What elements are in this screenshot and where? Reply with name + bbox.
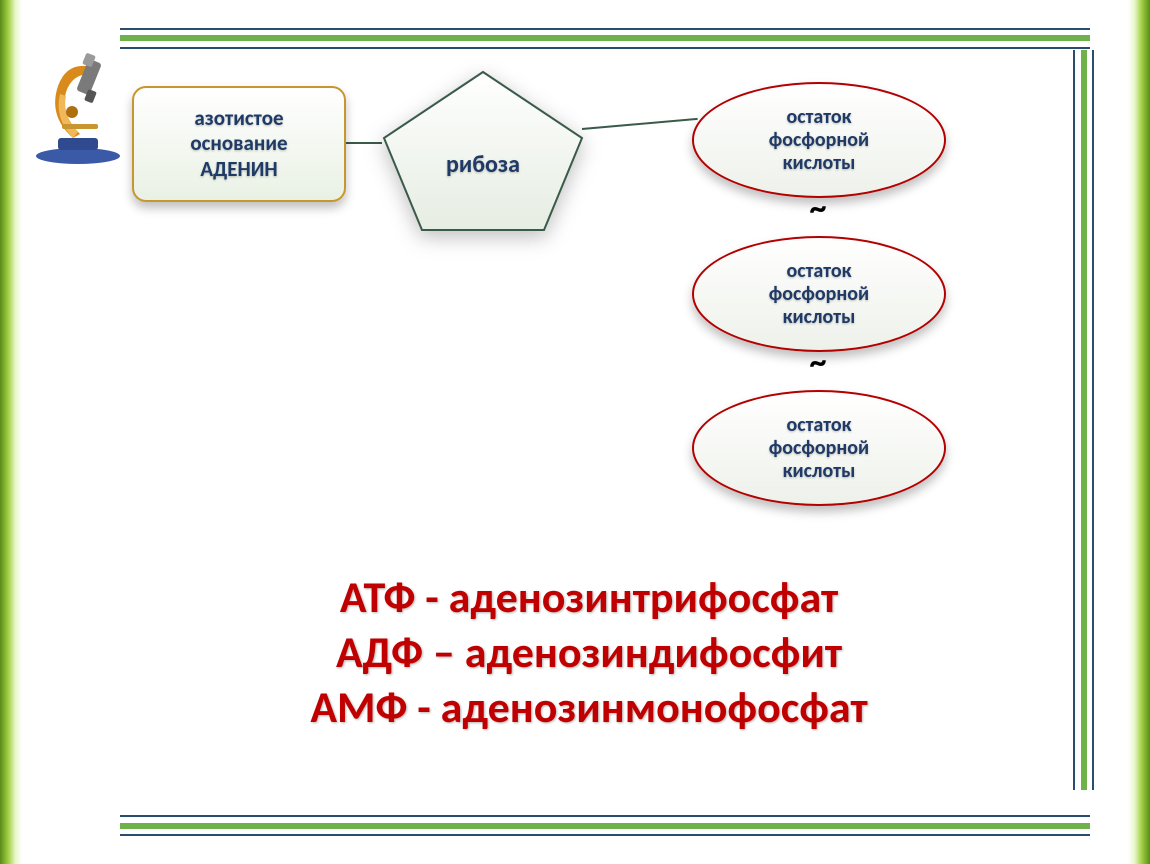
adenine-line1: азотистое [194,105,283,131]
phosphate-node-3: остатокфосфорнойкислоты [692,390,946,506]
frame-right-lines [1068,50,1094,790]
legend-line: АТФ - аденозинтрифосфат [118,570,1060,625]
ribose-label: рибоза [378,150,588,179]
phosphate-node-2: остатокфосфорнойкислоты [692,236,946,352]
ribose-node: рибоза [378,66,588,236]
microscope-icon [28,46,128,166]
connector-line [342,142,382,144]
legend-line: АМФ - аденозинмонофосфат [118,680,1060,735]
frame-top-lines [120,28,1090,58]
connector-line [582,118,698,130]
frame-bottom-lines [120,806,1090,836]
phosphate-node-1: остатокфосфорнойкислоты [692,82,946,198]
adenine-line3: АДЕНИН [200,156,277,182]
legend-line: АДФ – аденозиндифосфит [118,625,1060,680]
frame-right [1128,0,1150,864]
legend-text: АТФ - аденозинтрифосфатАДФ – аденозиндиф… [118,570,1060,735]
adenine-line2: основание [190,130,287,156]
frame-left [0,0,22,864]
high-energy-bond-2: ~ [798,354,838,371]
adenine-node: азотистое основание АДЕНИН [132,86,346,202]
high-energy-bond-1: ~ [798,200,838,217]
